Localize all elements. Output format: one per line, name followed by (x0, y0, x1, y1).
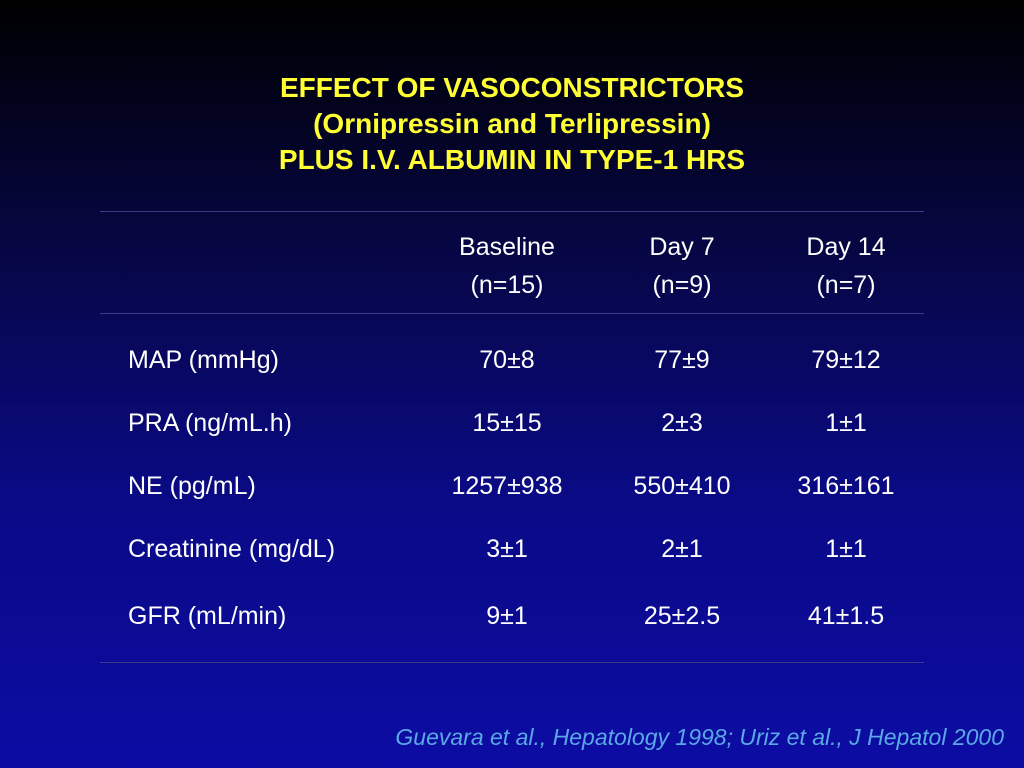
row-label: GFR (mL/min) (128, 602, 287, 630)
slide-title: EFFECT OF VASOCONSTRICTORS (Ornipressin … (0, 70, 1024, 178)
table-cell: 316±161 (797, 472, 895, 500)
table-cell: 77±9 (654, 346, 710, 374)
column-header-day7: Day 7 (n=9) (597, 228, 767, 304)
table-cell: 25±2.5 (643, 602, 721, 630)
column-header-label: Day 14 (806, 233, 886, 261)
table-cell: 15±15 (472, 409, 542, 437)
table-cell: 550±410 (633, 472, 731, 500)
table-bottom-rule (100, 662, 924, 663)
table-cell: 2±3 (661, 409, 703, 437)
table-row: NE (pg/mL) 1257±938 550±410 316±161 (0, 472, 1024, 512)
column-header-baseline: Baseline (n=15) (422, 228, 592, 304)
table-row: PRA (ng/mL.h) 15±15 2±3 1±1 (0, 409, 1024, 449)
row-label: Creatinine (mg/dL) (128, 535, 336, 563)
table-cell: 79±12 (811, 346, 881, 374)
column-header-label: Day 7 (649, 233, 715, 261)
column-header-day14: Day 14 (n=7) (761, 228, 931, 304)
citation: Guevara et al., Hepatology 1998; Uriz et… (395, 724, 1004, 750)
title-line-2: (Ornipressin and Terlipressin) (313, 108, 711, 139)
title-line-3: PLUS I.V. ALBUMIN IN TYPE-1 HRS (278, 144, 746, 175)
table-cell: 9±1 (486, 602, 528, 630)
table-header-rule (100, 313, 924, 314)
table-row: Creatinine (mg/dL) 3±1 2±1 1±1 (0, 535, 1024, 575)
table-cell: 70±8 (479, 346, 535, 374)
table-cell: 1257±938 (451, 472, 563, 500)
table-cell: 3±1 (486, 535, 528, 563)
table-row: GFR (mL/min) 9±1 25±2.5 41±1.5 (0, 602, 1024, 642)
table-cell: 2±1 (661, 535, 703, 563)
table-cell: 41±1.5 (807, 602, 885, 630)
table-cell: 1±1 (825, 409, 867, 437)
row-label: NE (pg/mL) (128, 472, 256, 500)
row-label: MAP (mmHg) (128, 346, 279, 374)
column-header-n: (n=15) (470, 271, 544, 299)
row-label: PRA (ng/mL.h) (128, 409, 292, 437)
title-line-1: EFFECT OF VASOCONSTRICTORS (279, 72, 745, 103)
column-header-n: (n=7) (816, 271, 876, 299)
table-row: MAP (mmHg) 70±8 77±9 79±12 (0, 346, 1024, 386)
table-cell: 1±1 (825, 535, 867, 563)
column-header-n: (n=9) (652, 271, 712, 299)
table-top-rule (100, 211, 924, 212)
column-header-label: Baseline (459, 233, 555, 261)
